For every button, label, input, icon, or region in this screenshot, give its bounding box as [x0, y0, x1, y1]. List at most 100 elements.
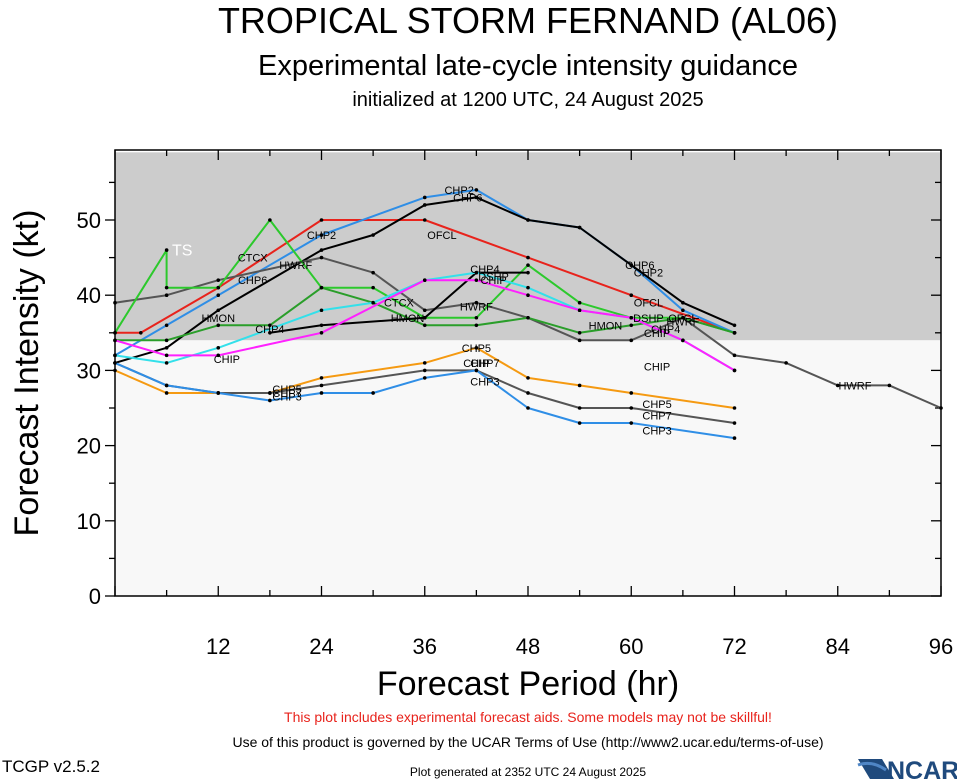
x-tick-label: 96	[929, 634, 953, 659]
series-label-hwrf: HWRF	[279, 260, 312, 272]
series-point-hwrf	[422, 308, 427, 313]
y-tick-label: 40	[77, 283, 101, 308]
series-label-chp4: CHP4	[255, 324, 284, 336]
series-label-ofcl: OFCL	[427, 230, 456, 242]
series-point-chip	[629, 315, 634, 320]
series-label-hwrf: HWRF	[838, 380, 871, 392]
series-point-ctcx	[577, 300, 582, 305]
series-point-chp6	[422, 203, 427, 207]
series-point-ctcx	[474, 315, 479, 320]
series-label-chip: CHIP	[644, 362, 670, 374]
series-label-chp5: CHP5	[462, 343, 491, 355]
series-label-chp5: CHP5	[272, 384, 301, 396]
series-point-chp2	[164, 323, 169, 328]
series-label-chip: CHIP	[463, 358, 489, 370]
series-point-chp2	[216, 293, 221, 298]
series-point-dshp	[422, 315, 427, 320]
x-axis-label: Forecast Period (hr)	[377, 665, 679, 703]
series-point-hmon	[268, 323, 272, 328]
series-point-chp4	[319, 308, 324, 313]
y-axis-label: Forecast Intensity (kt)	[8, 210, 46, 537]
series-label-chp2: CHP2	[634, 268, 663, 280]
series-point-hwrf	[319, 255, 324, 260]
series-point-chp6	[474, 195, 479, 200]
series-point-chp5	[577, 383, 582, 388]
series-label-hmon: HMON	[391, 313, 425, 325]
series-point-chp3	[474, 368, 479, 373]
generated-time: Plot generated at 2352 UTC 24 August 202…	[410, 765, 646, 779]
series-point-hmon	[164, 338, 169, 343]
series-point-chp3	[577, 421, 582, 425]
series-point-hwrf	[784, 361, 788, 365]
series-point-chp5	[526, 376, 530, 380]
series-point-ofcl	[629, 293, 634, 298]
series-point-ofcl	[139, 331, 143, 335]
series-point-ofcl	[526, 255, 530, 260]
series-point-chp3	[371, 391, 375, 395]
series-point-ofcl	[319, 218, 324, 222]
series-label-hwrf: HWRF	[460, 301, 493, 313]
y-tick-label: 20	[77, 434, 101, 459]
series-point-chp4	[164, 361, 169, 365]
series-point-dshp	[526, 270, 530, 275]
x-tick-label: 36	[413, 634, 437, 659]
series-label-dshp: DSHP	[633, 313, 664, 325]
series-point-ctcx	[268, 218, 272, 222]
series-point-hmon	[319, 285, 324, 290]
series-label-chp2: CHP2	[444, 185, 473, 197]
series-label-hwrf: HWRF	[666, 317, 699, 329]
series-point-chip	[526, 293, 530, 298]
series-point-chp3	[732, 436, 737, 440]
series-label-ctcx: CTCX	[384, 298, 415, 310]
series-label-chp7: CHP7	[272, 388, 301, 400]
series-line-ctcx	[114, 219, 735, 334]
series-point-chp2	[422, 195, 427, 200]
series-point-chp3	[268, 398, 272, 403]
series-point-chp6	[164, 346, 169, 350]
y-tick-label: 10	[77, 509, 101, 534]
series-point-chp2	[681, 308, 685, 313]
series-label-chp2: CHP2	[307, 230, 336, 242]
chart-title: TROPICAL STORM FERNAND (AL06)	[218, 0, 838, 41]
series-label-ofcl: OFCL	[668, 313, 697, 325]
series-point-chp6	[629, 263, 634, 267]
series-label-chp5: CHP5	[642, 399, 671, 411]
x-tick-label: 84	[826, 634, 850, 659]
series-point-chip	[422, 278, 427, 282]
series-point-hmon	[474, 323, 479, 328]
series-label-chp3: CHP3	[642, 426, 671, 438]
series-label-chip: CHIP	[480, 275, 506, 287]
series-point-dshp	[268, 331, 272, 335]
intensity-bands: TS	[115, 152, 941, 596]
series-point-hmon	[422, 323, 427, 328]
series-label-chp4: CHP4	[651, 324, 680, 336]
series-point-hmon	[681, 315, 685, 320]
series-point-chp3	[216, 391, 221, 395]
series-label-chp6: CHP6	[238, 275, 267, 287]
series-point-hwrf	[887, 383, 892, 388]
series-point-chp6	[681, 300, 685, 305]
x-tick-label: 24	[309, 634, 333, 659]
series-point-chp2	[474, 188, 479, 192]
series-point-chp5	[474, 346, 479, 350]
y-tick-label: 0	[89, 584, 101, 609]
series-point-hwrf	[474, 300, 479, 305]
series-lines	[113, 188, 943, 440]
series-point-chp3	[319, 391, 324, 395]
series-point-chp4	[474, 270, 479, 275]
series-point-hwrf	[577, 338, 582, 343]
series-point-chp6	[216, 308, 221, 313]
series-point-hwrf	[371, 270, 375, 275]
y-tick-label: 30	[77, 358, 101, 383]
series-point-chp5	[319, 376, 324, 380]
series-label-dshp: DSHP	[478, 271, 509, 283]
series-point-chp3	[526, 406, 530, 410]
series-point-chp7	[732, 421, 737, 425]
series-point-hmon	[732, 331, 737, 335]
series-point-hwrf	[629, 338, 634, 343]
series-label-hmon: HMON	[589, 320, 623, 332]
band-label-ts: TS	[172, 242, 192, 259]
series-point-ctcx	[164, 248, 169, 252]
version-label: TCGP v2.5.2	[2, 757, 100, 776]
